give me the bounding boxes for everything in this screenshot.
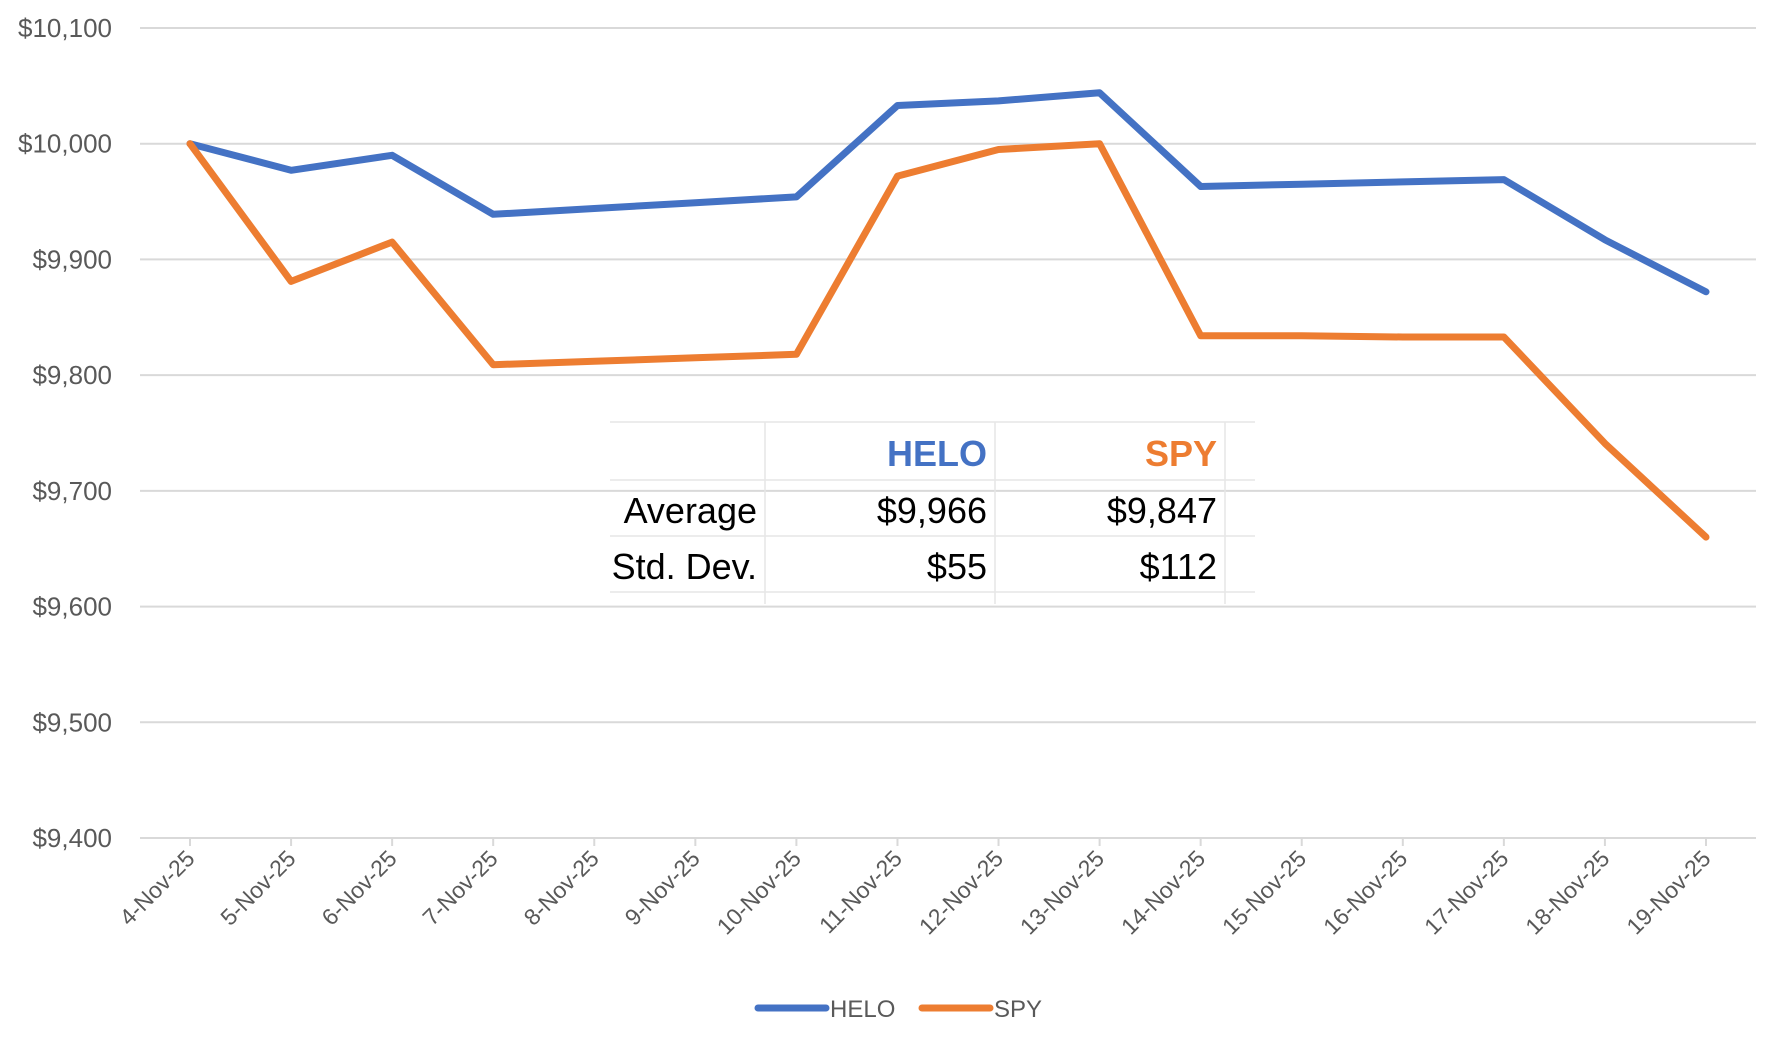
x-tick-label: 6-Nov-25 bbox=[316, 845, 401, 930]
x-tick-label: 8-Nov-25 bbox=[519, 845, 604, 930]
table-row-label: Average bbox=[624, 490, 757, 531]
table-cell-value: $9,847 bbox=[1107, 490, 1217, 531]
y-tick-label: $9,800 bbox=[32, 360, 112, 390]
table-header-helo: HELO bbox=[887, 433, 987, 474]
summary-table: HELO SPY Average $9,966 $9,847 Std. Dev. $55 $1… bbox=[610, 421, 1255, 604]
legend-label-spy: SPY bbox=[994, 996, 1042, 1023]
table-cell-value: $112 bbox=[1140, 546, 1217, 587]
y-tick-label: $9,500 bbox=[32, 707, 112, 737]
series-line-helo bbox=[186, 89, 1710, 296]
x-axis-ticks: 4-Nov-25 5-Nov-25 6-Nov-25 7-Nov-25 8-Nov-25… bbox=[114, 838, 1716, 939]
series-lines bbox=[186, 89, 1710, 541]
x-tick-label: 9-Nov-25 bbox=[620, 845, 705, 930]
table-header-spy: SPY bbox=[1145, 433, 1217, 474]
table-cell-value: $55 bbox=[927, 546, 987, 587]
x-tick-label: 12-Nov-25 bbox=[914, 845, 1008, 939]
table-cell-value: $9,966 bbox=[877, 490, 987, 531]
y-axis-ticks: $9,400 $9,500 $9,600 $9,700 $9,800 $9,900 $10,… bbox=[18, 13, 112, 853]
x-tick-label: 18-Nov-25 bbox=[1520, 845, 1614, 939]
x-tick-label: 17-Nov-25 bbox=[1419, 845, 1513, 939]
x-tick-label: 5-Nov-25 bbox=[215, 845, 300, 930]
series-line-spy bbox=[186, 140, 1710, 541]
x-tick-label: 10-Nov-25 bbox=[712, 845, 806, 939]
x-tick-label: 16-Nov-25 bbox=[1318, 845, 1412, 939]
x-tick-label: 15-Nov-25 bbox=[1217, 845, 1311, 939]
y-tick-label: $9,600 bbox=[32, 592, 112, 622]
x-tick-label: 7-Nov-25 bbox=[417, 845, 502, 930]
table-row-label: Std. Dev. bbox=[612, 546, 757, 587]
x-tick-label: 11-Nov-25 bbox=[814, 845, 907, 938]
x-tick-label: 19-Nov-25 bbox=[1621, 845, 1715, 939]
y-tick-label: $10,000 bbox=[18, 129, 112, 159]
legend: HELO SPY bbox=[754, 996, 1042, 1023]
y-tick-label: $9,900 bbox=[32, 244, 112, 274]
legend-label-helo: HELO bbox=[830, 996, 895, 1023]
y-tick-label: $10,100 bbox=[18, 13, 112, 43]
x-tick-label: 4-Nov-25 bbox=[114, 845, 199, 930]
y-tick-label: $9,400 bbox=[32, 823, 112, 853]
x-tick-label: 14-Nov-25 bbox=[1116, 845, 1210, 939]
y-tick-label: $9,700 bbox=[32, 476, 112, 506]
x-tick-label: 13-Nov-25 bbox=[1015, 845, 1109, 939]
